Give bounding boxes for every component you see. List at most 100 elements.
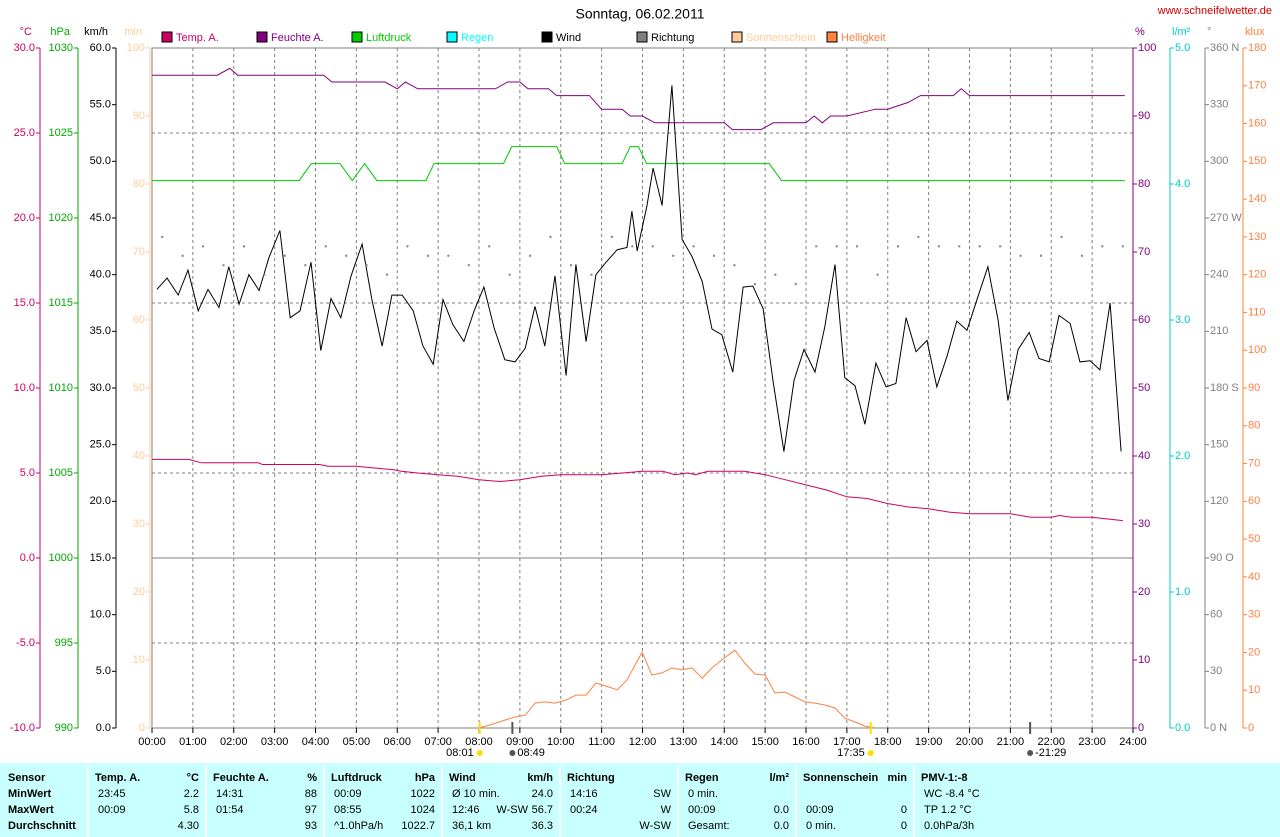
y-axis-unit: l/m² bbox=[1172, 26, 1191, 38]
site-url: www.schneifelwetter.de bbox=[1157, 5, 1272, 17]
y-tick-label: 10 bbox=[1138, 654, 1150, 666]
y-tick-label: 1010 bbox=[49, 382, 73, 394]
direction-dot bbox=[161, 235, 164, 238]
y-tick-label: 15.0 bbox=[14, 297, 35, 309]
annotation-icon bbox=[867, 750, 874, 756]
direction-dot bbox=[999, 245, 1002, 248]
x-tick-label: 09:00 bbox=[506, 736, 534, 748]
y-tick-label: 60 bbox=[1210, 609, 1222, 621]
direction-dot bbox=[1060, 235, 1063, 238]
table-unit: km/h bbox=[527, 772, 553, 784]
y-tick-label: 90 bbox=[1138, 110, 1150, 122]
y-tick-label: 30 bbox=[133, 518, 145, 530]
table-cell: 0 bbox=[901, 804, 907, 816]
y-tick-label: 50 bbox=[1248, 533, 1260, 545]
y-axis-unit: % bbox=[1135, 26, 1145, 38]
y-tick-label: 90 O bbox=[1210, 552, 1234, 564]
y-tick-label: 4.0 bbox=[1175, 178, 1190, 190]
legend-label: Sonnenschein bbox=[746, 32, 816, 44]
direction-dot bbox=[672, 254, 675, 257]
table-cell: 0.0 bbox=[774, 804, 789, 816]
direction-dot bbox=[753, 283, 756, 286]
x-tick-label: 21:00 bbox=[997, 736, 1025, 748]
y-tick-label: 0 bbox=[139, 722, 145, 734]
annotation-label: 08:01 bbox=[446, 747, 474, 759]
y-tick-label: 20 bbox=[133, 586, 145, 598]
table-cell: 93 bbox=[305, 820, 317, 832]
legend-swatch bbox=[351, 31, 363, 43]
table-cell: SW bbox=[653, 788, 671, 800]
table-header: Richtung bbox=[567, 772, 615, 784]
table-cell: 88 bbox=[305, 788, 317, 800]
direction-dot bbox=[488, 245, 491, 248]
direction-dot bbox=[733, 264, 736, 267]
table-row-label: Durchschnitt bbox=[8, 820, 76, 832]
table-cell: 00:09 bbox=[688, 804, 716, 816]
legend-swatch bbox=[256, 31, 268, 43]
y-tick-label: 140 bbox=[1248, 193, 1266, 205]
table-cell: 0 min. bbox=[806, 820, 836, 832]
y-tick-label: 40.0 bbox=[90, 269, 111, 281]
y-tick-label: -5.0 bbox=[16, 637, 35, 649]
y-tick-label: 0.0 bbox=[1175, 722, 1190, 734]
y-tick-label: 80 bbox=[1248, 420, 1260, 432]
table-unit: hPa bbox=[415, 772, 436, 784]
direction-dot bbox=[386, 273, 389, 276]
y-tick-label: 0.0 bbox=[96, 722, 111, 734]
x-tick-label: 10:00 bbox=[547, 736, 575, 748]
direction-dot bbox=[324, 245, 327, 248]
table-cell: 1024 bbox=[411, 804, 435, 816]
x-tick-label: 05:00 bbox=[343, 736, 371, 748]
table-cell: W bbox=[661, 804, 672, 816]
legend-label: Richtung bbox=[651, 32, 694, 44]
y-tick-label: 210 bbox=[1210, 325, 1228, 337]
legend-swatch bbox=[731, 31, 743, 43]
table-cell: 0.0 bbox=[774, 820, 789, 832]
y-tick-label: 240 bbox=[1210, 269, 1228, 281]
table-cell: 0 min. bbox=[688, 788, 718, 800]
table-cell: ^1.0hPa/h bbox=[334, 820, 383, 832]
y-tick-label: 1025 bbox=[49, 127, 73, 139]
table-cell: 00:09 bbox=[98, 804, 126, 816]
table-cell: Gesamt: bbox=[688, 820, 730, 832]
legend-swatch bbox=[826, 31, 838, 43]
direction-dot bbox=[774, 273, 777, 276]
y-tick-label: 120 bbox=[1248, 269, 1266, 281]
legend-swatch bbox=[446, 31, 458, 43]
x-tick-label: 08:00 bbox=[465, 736, 493, 748]
direction-dot bbox=[1121, 245, 1124, 248]
direction-dot bbox=[181, 254, 184, 257]
y-tick-label: 5.0 bbox=[1175, 42, 1190, 54]
annotation-icon bbox=[509, 750, 516, 756]
table-cell: W-SW bbox=[639, 820, 671, 832]
y-tick-label: 70 bbox=[1138, 246, 1150, 258]
y-tick-label: 40 bbox=[1138, 450, 1150, 462]
direction-dot bbox=[467, 264, 470, 267]
legend-label: Helligkeit bbox=[841, 32, 886, 44]
table-cell: 4.30 bbox=[178, 820, 199, 832]
direction-dot bbox=[651, 245, 654, 248]
y-tick-label: 100 bbox=[127, 42, 145, 54]
y-tick-label: 0.0 bbox=[20, 552, 35, 564]
y-tick-label: 170 bbox=[1248, 80, 1266, 92]
y-tick-label: 30.0 bbox=[14, 42, 35, 54]
y-tick-label: 30.0 bbox=[90, 382, 111, 394]
direction-dot bbox=[1019, 254, 1022, 257]
table-cell: 00:09 bbox=[806, 804, 834, 816]
y-tick-label: 60 bbox=[1248, 495, 1260, 507]
table-unit: min bbox=[887, 772, 907, 784]
table-cell: 23:45 bbox=[98, 788, 126, 800]
annotation-label: 17:35 bbox=[837, 747, 865, 759]
direction-dot bbox=[631, 245, 634, 248]
y-tick-label: 1.0 bbox=[1175, 586, 1190, 598]
direction-dot bbox=[304, 264, 307, 267]
y-tick-label: 90 bbox=[133, 110, 145, 122]
y-axis-unit: hPa bbox=[50, 26, 70, 38]
table-cell: TP 1.2 °C bbox=[924, 804, 972, 816]
table-header: Regen bbox=[685, 772, 719, 784]
direction-dot bbox=[978, 245, 981, 248]
y-tick-label: 120 bbox=[1210, 495, 1228, 507]
table-cell: 14:16 bbox=[570, 788, 598, 800]
x-tick-label: 07:00 bbox=[424, 736, 452, 748]
